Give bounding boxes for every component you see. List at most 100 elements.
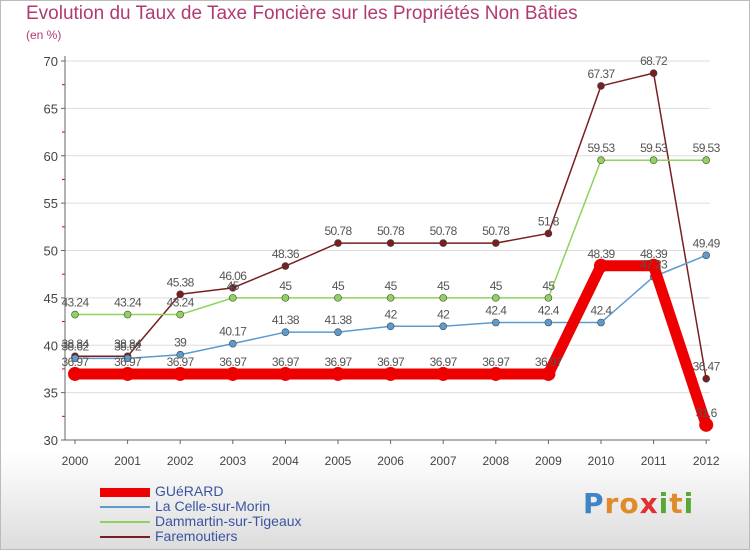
y-tick-label: 50 <box>44 244 58 259</box>
data-point <box>123 310 132 319</box>
data-label: 41.38 <box>324 313 352 327</box>
data-point <box>702 156 711 165</box>
data-label: 45 <box>385 279 398 293</box>
data-label: 43.24 <box>114 296 142 310</box>
data-label: 45 <box>227 279 240 293</box>
data-label: 45 <box>332 279 345 293</box>
legend-item-guerard[interactable]: GUéRARD <box>100 483 360 499</box>
data-point <box>491 318 500 327</box>
y-tick-label: 65 <box>44 101 58 116</box>
data-point <box>229 339 237 348</box>
data-point <box>386 294 395 302</box>
logo-letter: o <box>619 487 640 520</box>
x-tick-label: 2008 <box>482 454 509 468</box>
chart-title: Evolution du Taux de Taxe Foncière sur l… <box>26 3 578 24</box>
data-point <box>281 294 290 302</box>
data-label: 36.97 <box>482 355 510 369</box>
y-tick-label: 40 <box>44 338 58 353</box>
data-point <box>386 239 395 247</box>
data-label: 45 <box>437 279 450 293</box>
logo-letter: i <box>658 487 670 520</box>
data-point <box>699 417 714 432</box>
legend-swatch-dammartin-sur-tigeaux <box>100 521 150 523</box>
data-label: 43.24 <box>61 296 89 310</box>
data-label: 36.47 <box>693 360 721 374</box>
data-point <box>71 310 79 319</box>
data-point <box>281 262 290 270</box>
data-point <box>597 82 605 90</box>
data-point <box>334 239 342 247</box>
data-point <box>331 366 345 381</box>
data-point <box>702 374 711 383</box>
logo-letter: x <box>639 487 659 520</box>
data-label: 45 <box>279 279 292 293</box>
data-label: 48.36 <box>272 247 300 261</box>
data-label: 42 <box>437 307 450 321</box>
legend-swatch-faremoutiers <box>100 536 150 538</box>
data-label: 59.53 <box>587 141 615 155</box>
x-tick-label: 2006 <box>377 454 404 468</box>
data-label: 40.17 <box>219 325 247 339</box>
data-label: 36.97 <box>324 355 352 369</box>
data-point <box>123 354 132 363</box>
data-label: 41.38 <box>272 313 300 327</box>
y-tick-label: 70 <box>44 54 58 69</box>
data-label: 50.78 <box>482 224 510 238</box>
data-label: 38.62 <box>61 339 89 353</box>
data-label: 31.6 <box>696 406 718 420</box>
data-label: 49.49 <box>693 236 721 250</box>
legend-item-dammartin-sur-tigeaux[interactable]: Dammartin-sur-Tigeaux <box>100 513 360 529</box>
data-label: 45 <box>490 279 503 293</box>
data-point <box>334 328 342 336</box>
data-label: 48.39 <box>587 247 615 261</box>
y-tick-label: 45 <box>44 291 58 306</box>
data-point <box>439 294 448 302</box>
data-label: 50.78 <box>377 224 405 238</box>
data-point <box>176 290 184 299</box>
legend-label-guerard: GUéRARD <box>155 483 224 499</box>
x-tick-label: 2002 <box>167 454 194 468</box>
x-tick-label: 2007 <box>430 454 457 468</box>
data-label: 42 <box>385 307 398 321</box>
data-label: 51.8 <box>538 214 560 228</box>
data-point <box>229 294 237 302</box>
data-label: 36.97 <box>219 355 247 369</box>
data-label: 50.78 <box>430 224 458 238</box>
x-tick-label: 2001 <box>114 454 141 468</box>
data-point <box>702 251 711 260</box>
data-label: 50.78 <box>324 224 352 238</box>
data-label: 43.24 <box>167 296 195 310</box>
y-tick-label: 55 <box>44 196 58 211</box>
data-label: 48.39 <box>640 247 668 261</box>
data-point <box>334 294 342 302</box>
data-point <box>649 156 658 165</box>
data-label: 36.97 <box>114 355 142 369</box>
data-point <box>597 318 605 327</box>
data-point <box>544 229 553 238</box>
data-point <box>646 258 661 273</box>
logo-letter: t <box>669 487 684 520</box>
data-point <box>176 350 184 359</box>
y-tick-label: 35 <box>44 386 58 401</box>
logo-letter: P <box>583 487 605 520</box>
data-point <box>173 366 188 381</box>
data-point <box>436 366 451 381</box>
data-label: 67.37 <box>587 67 615 81</box>
data-point <box>649 69 658 77</box>
data-point <box>544 294 553 302</box>
legend-swatch-la-celle-sur-morin <box>100 506 150 508</box>
data-point <box>281 328 290 336</box>
data-label: 45.38 <box>167 275 195 289</box>
x-tick-label: 2005 <box>325 454 352 468</box>
legend-item-faremoutiers[interactable]: Faremoutiers <box>100 528 360 544</box>
legend-item-la-celle-sur-morin[interactable]: La Celle-sur-Morin <box>100 498 360 514</box>
data-point <box>597 156 605 165</box>
legend-swatch-guerard <box>100 488 150 497</box>
y-tick-label: 30 <box>44 433 58 448</box>
proxiti-logo: Proxiti <box>583 487 694 520</box>
data-label: 42.4 <box>538 304 560 318</box>
y-tick-label: 60 <box>44 149 58 164</box>
